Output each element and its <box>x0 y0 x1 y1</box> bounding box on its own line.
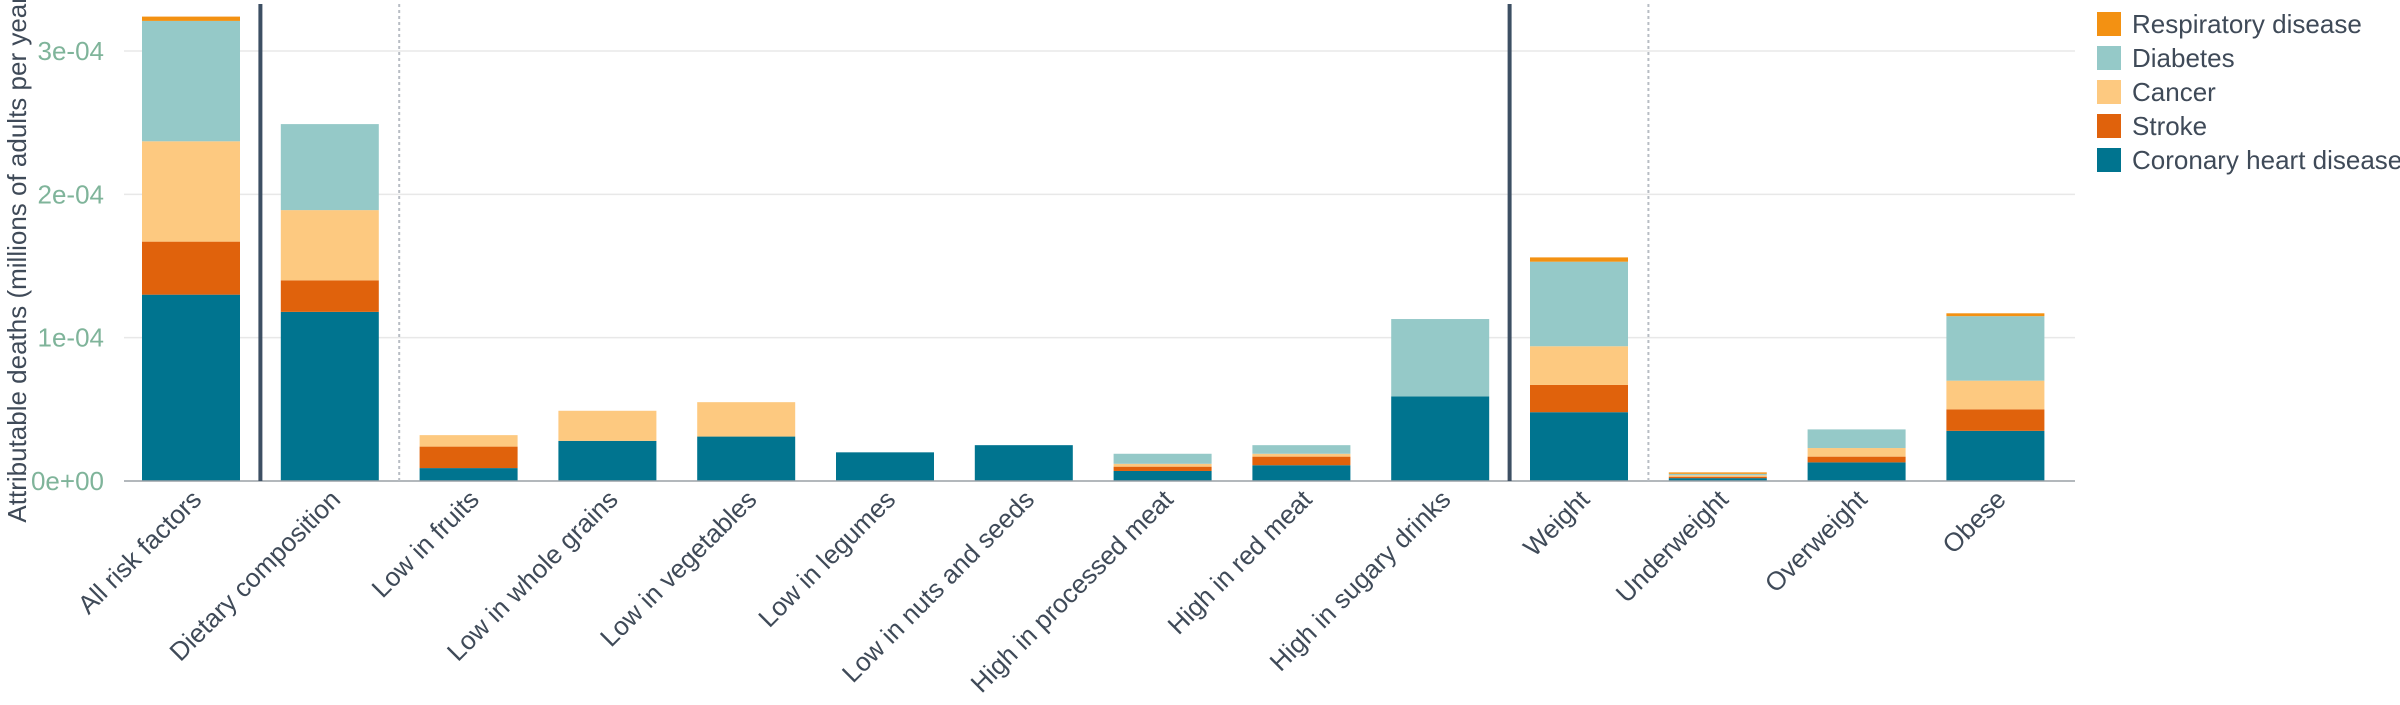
legend-label: Stroke <box>2132 111 2207 141</box>
bar-segment <box>280 280 379 312</box>
bar-segment <box>558 410 657 441</box>
x-tick-label: High in red meat <box>1162 483 1319 640</box>
bar-segment <box>1668 478 1767 481</box>
legend-label: Cancer <box>2132 77 2216 107</box>
bar-segment <box>1946 430 2045 481</box>
bar-segment <box>697 402 796 437</box>
bar-segment <box>1252 456 1351 466</box>
bar-segment <box>1113 466 1212 471</box>
legend-label: Respiratory disease <box>2132 9 2362 39</box>
bar-segment <box>1530 412 1628 481</box>
bar-segment <box>280 124 379 211</box>
bar-segment <box>1113 463 1212 467</box>
bar-segment <box>1530 346 1628 385</box>
x-tick-label: Underweight <box>1610 483 1735 608</box>
bar-segment <box>1530 257 1628 262</box>
bar-segment <box>1668 476 1767 479</box>
x-tick-label: Weight <box>1517 483 1596 562</box>
legend-swatch <box>2097 46 2121 70</box>
bar-segment <box>1668 475 1767 477</box>
bar-segment <box>1946 380 2045 410</box>
bar-segment <box>142 141 240 242</box>
x-tick-label: Low in legumes <box>752 484 901 633</box>
y-tick-label: 3e-04 <box>38 36 105 66</box>
y-axis-label: Attributable deaths (millions of adults … <box>2 0 32 523</box>
x-tick-label: Overweight <box>1759 483 1874 598</box>
x-tick-label: Low in fruits <box>366 484 485 603</box>
y-tick-label: 1e-04 <box>38 323 105 353</box>
bar-segment <box>1391 319 1490 397</box>
bar-segment <box>1113 453 1212 464</box>
bar-segment <box>1807 456 1906 463</box>
bar-segment <box>1530 261 1628 347</box>
bar-segment <box>142 294 240 481</box>
bar-segment <box>1252 465 1351 481</box>
bar-segment <box>697 436 796 481</box>
bar-segment <box>1946 313 2045 317</box>
bar-segment <box>974 445 1073 481</box>
bar-segment <box>1946 316 2045 381</box>
y-tick-label: 0e+00 <box>31 466 104 496</box>
bar-segment <box>1252 453 1351 457</box>
bar-segment <box>1807 429 1906 449</box>
bar-segment <box>142 16 240 21</box>
bar-segment <box>1807 462 1906 481</box>
bar-segment <box>1807 448 1906 457</box>
bar-segment <box>1391 396 1490 481</box>
legend-label: Diabetes <box>2132 43 2235 73</box>
legend-label: Coronary heart disease <box>2132 145 2400 175</box>
bar-segment <box>280 210 379 281</box>
bar-segment <box>1252 445 1351 454</box>
legend-swatch <box>2097 12 2121 36</box>
bar-segment <box>142 241 240 295</box>
bar-segment <box>558 440 657 481</box>
bar-segment <box>419 468 518 481</box>
bar-segment <box>1668 472 1767 474</box>
y-tick-label: 2e-04 <box>38 179 105 209</box>
bar-segment <box>1668 473 1767 476</box>
legend-swatch <box>2097 148 2121 172</box>
bar-segment <box>419 446 518 469</box>
legend-swatch <box>2097 114 2121 138</box>
bar-segment <box>280 311 379 481</box>
x-tick-label: All risk factors <box>72 484 208 620</box>
legend-swatch <box>2097 80 2121 104</box>
bar-segment <box>836 452 934 481</box>
bar-segment <box>1530 384 1628 413</box>
bar-segment <box>142 20 240 142</box>
x-tick-label: Obese <box>1936 484 2011 559</box>
bar-segment <box>419 435 518 447</box>
bar-segment <box>1113 470 1212 481</box>
bar-segment <box>1946 409 2045 431</box>
